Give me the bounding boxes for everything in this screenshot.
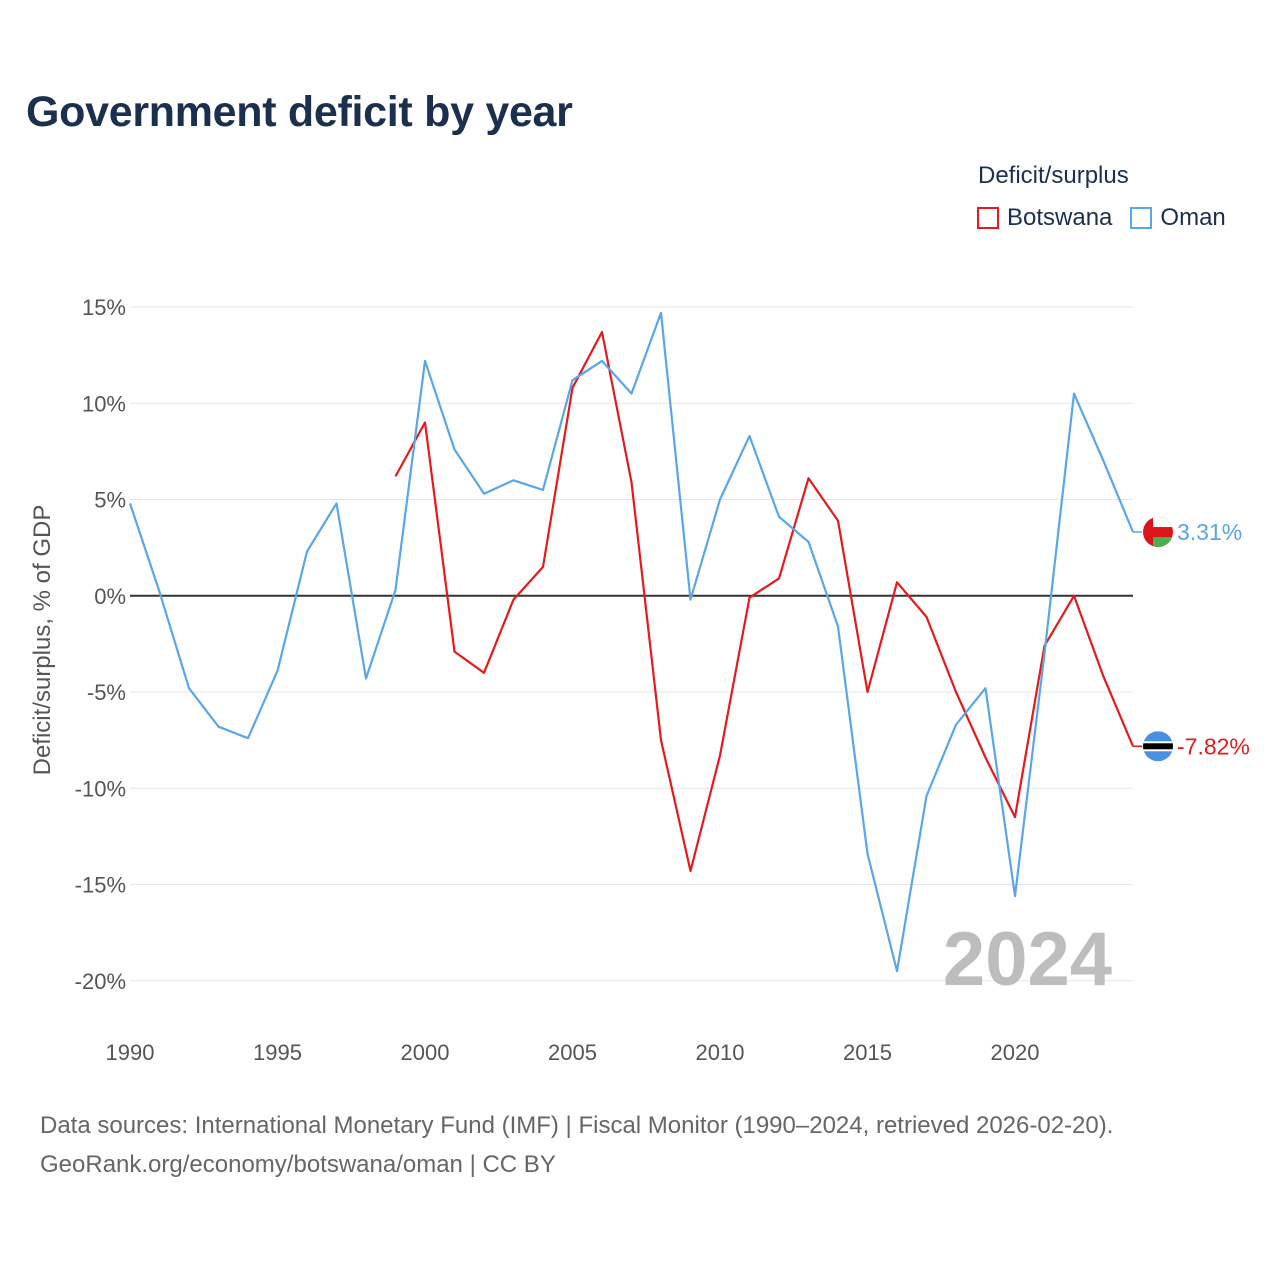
y-tick-label: 15%: [82, 295, 126, 320]
x-tick-label: 2015: [843, 1040, 892, 1065]
source-line-2: GeoRank.org/economy/botswana/oman | CC B…: [40, 1151, 556, 1178]
gridlines: [130, 306, 1133, 982]
flag-band: [1153, 517, 1173, 528]
legend-title: Deficit/surplus: [978, 162, 1129, 189]
x-axis-ticks: 1990 1995 2000 2005 2010 2015 2020: [106, 1040, 1040, 1065]
y-tick-label: -20%: [75, 969, 126, 994]
y-tick-label: -5%: [87, 680, 126, 705]
y-tick-label: -15%: [75, 873, 126, 898]
x-tick-label: 1995: [253, 1040, 302, 1065]
end-value-label-oman: 3.31%: [1177, 519, 1242, 545]
y-tick-label: 10%: [82, 391, 126, 416]
x-tick-label: 2010: [696, 1040, 745, 1065]
x-tick-label: 1990: [106, 1040, 155, 1065]
legend-swatch-oman: [1130, 207, 1153, 229]
source-line-1: Data sources: International Monetary Fun…: [40, 1112, 1114, 1139]
chart-title: Government deficit by year: [26, 88, 573, 136]
legend-swatch-botswana: [977, 207, 999, 229]
series-line-oman: [128, 311, 1135, 973]
x-tick-label: 2000: [401, 1040, 450, 1065]
line-chart: 15% 10% 5% 0% -5% -10% -15% -20% 1990 1995 2000 20…: [29, 295, 1250, 1065]
y-axis-label: Deficit/surplus, % of GDP: [29, 505, 56, 776]
series-line-botswana: [394, 330, 1135, 873]
legend-item-oman[interactable]: Oman: [1130, 204, 1226, 232]
flag-marker-botswana: [1143, 731, 1173, 762]
y-axis-ticks: 15% 10% 5% 0% -5% -10% -15% -20%: [75, 295, 126, 994]
x-tick-label: 2005: [548, 1040, 597, 1065]
year-watermark: 2024: [943, 917, 1112, 1002]
flag-marker-oman: [1143, 517, 1173, 548]
legend-label-botswana: Botswana: [1007, 204, 1113, 231]
source-note: Data sources: International Monetary Fun…: [40, 1106, 1113, 1184]
end-value-label-botswana: -7.82%: [1177, 733, 1250, 759]
legend-label-oman: Oman: [1160, 204, 1226, 231]
flag-band: [1143, 743, 1173, 750]
y-tick-label: -10%: [75, 776, 126, 801]
x-tick-label: 2020: [991, 1040, 1040, 1065]
legend: Botswana Oman: [977, 204, 1244, 232]
series-lines: [128, 311, 1135, 973]
flag-band: [1153, 537, 1173, 548]
end-markers: -7.82% 3.31%: [1133, 517, 1250, 762]
y-tick-label: 5%: [94, 488, 126, 513]
y-tick-label: 0%: [94, 584, 126, 609]
legend-item-botswana[interactable]: Botswana: [977, 204, 1112, 232]
